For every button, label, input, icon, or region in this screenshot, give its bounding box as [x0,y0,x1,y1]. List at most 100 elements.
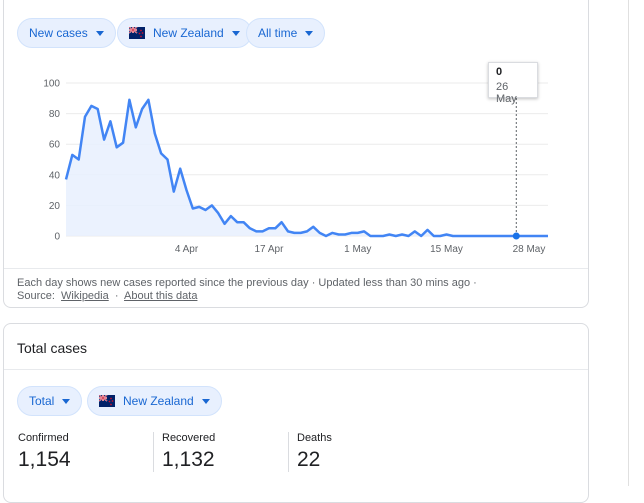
data-point[interactable] [89,104,93,108]
y-tick-label: 100 [43,79,60,90]
data-point[interactable] [349,231,353,235]
data-point[interactable] [286,229,290,233]
range-filter-chip[interactable]: All time [246,18,326,48]
data-point[interactable] [185,188,189,192]
caret-down-icon [95,30,104,36]
wikipedia-link[interactable]: Wikipedia [61,290,109,302]
data-point[interactable] [305,229,309,233]
data-point[interactable] [178,167,182,171]
data-point[interactable] [64,177,68,181]
data-point[interactable] [356,231,360,235]
hover-point [512,232,520,240]
data-point[interactable] [508,234,512,238]
data-point[interactable] [197,205,201,209]
data-point[interactable] [324,234,328,238]
data-point[interactable] [457,234,461,238]
data-point[interactable] [426,228,430,232]
data-point[interactable] [77,158,81,162]
data-point[interactable] [254,229,258,233]
data-point[interactable] [533,234,537,238]
data-point[interactable] [273,226,277,230]
data-point[interactable] [362,229,366,233]
data-point[interactable] [406,234,410,238]
data-point[interactable] [83,115,87,119]
data-point[interactable] [394,234,398,238]
data-point[interactable] [483,234,487,238]
data-point[interactable] [514,234,518,238]
data-point[interactable] [292,231,296,235]
data-point[interactable] [146,98,150,102]
data-point[interactable] [540,234,544,238]
data-point[interactable] [527,234,531,238]
total-type-chip[interactable]: Total [17,386,83,416]
data-point[interactable] [318,231,322,235]
data-point[interactable] [343,232,347,236]
data-point[interactable] [172,190,176,194]
data-point[interactable] [216,211,220,215]
data-point[interactable] [489,234,493,238]
data-point[interactable] [375,234,379,238]
data-point[interactable] [470,234,474,238]
data-point[interactable] [127,98,131,102]
data-point[interactable] [210,203,214,207]
new-zealand-flag-icon [99,395,115,407]
y-tick-label: 40 [49,170,61,181]
data-point[interactable] [242,220,246,224]
recovered-value: 1,132 [162,448,215,471]
data-point[interactable] [229,214,233,218]
data-point[interactable] [121,141,125,145]
data-point[interactable] [267,226,271,230]
data-point[interactable] [413,229,417,233]
data-point[interactable] [546,234,550,238]
stat-separator [153,432,154,472]
total-location-chip[interactable]: New Zealand [87,386,222,416]
data-point[interactable] [165,158,169,162]
data-point[interactable] [261,229,265,233]
data-point[interactable] [102,138,106,142]
new-cases-chart[interactable]: 0 20 40 60 80 100 4 Apr 17 Apr 1 May 15 May 28 Ma… [0,0,600,265]
data-point[interactable] [368,234,372,238]
data-point[interactable] [381,234,385,238]
source-line: Source: Wikipedia · About this data [17,290,197,302]
data-point[interactable] [495,234,499,238]
y-tick-label: 20 [49,201,61,212]
data-point[interactable] [432,234,436,238]
data-point[interactable] [108,119,112,123]
data-point[interactable] [153,131,157,135]
cases-line [64,98,548,238]
data-point[interactable] [115,145,119,149]
data-point[interactable] [299,231,303,235]
data-point[interactable] [311,225,315,229]
data-point[interactable] [70,153,74,157]
data-point[interactable] [96,107,100,111]
data-point[interactable] [337,232,341,236]
data-point[interactable] [419,234,423,238]
data-point[interactable] [280,220,284,224]
data-point[interactable] [438,234,442,238]
about-data-link[interactable]: About this data [124,290,198,302]
data-point[interactable] [387,232,391,236]
data-point[interactable] [464,234,468,238]
tooltip-value: 0 [496,66,503,78]
metric-filter-chip[interactable]: New cases [17,18,116,48]
deaths-label: Deaths [297,432,332,444]
data-point[interactable] [204,208,208,212]
data-point[interactable] [134,125,138,129]
data-point[interactable] [159,151,163,155]
data-point[interactable] [400,232,404,236]
x-tick-label: 15 May [430,244,463,255]
data-point[interactable] [445,232,449,236]
panel-edge [628,0,629,486]
data-point[interactable] [502,234,506,238]
data-point[interactable] [330,231,334,235]
data-point[interactable] [451,234,455,238]
data-point[interactable] [223,222,227,226]
data-point[interactable] [140,107,144,111]
tooltip-date: 26 May [496,81,517,105]
data-point[interactable] [235,220,239,224]
total-cases-title: Total cases [17,340,88,356]
data-point[interactable] [191,206,195,210]
data-point[interactable] [248,226,252,230]
data-point[interactable] [476,234,480,238]
data-point[interactable] [521,234,525,238]
